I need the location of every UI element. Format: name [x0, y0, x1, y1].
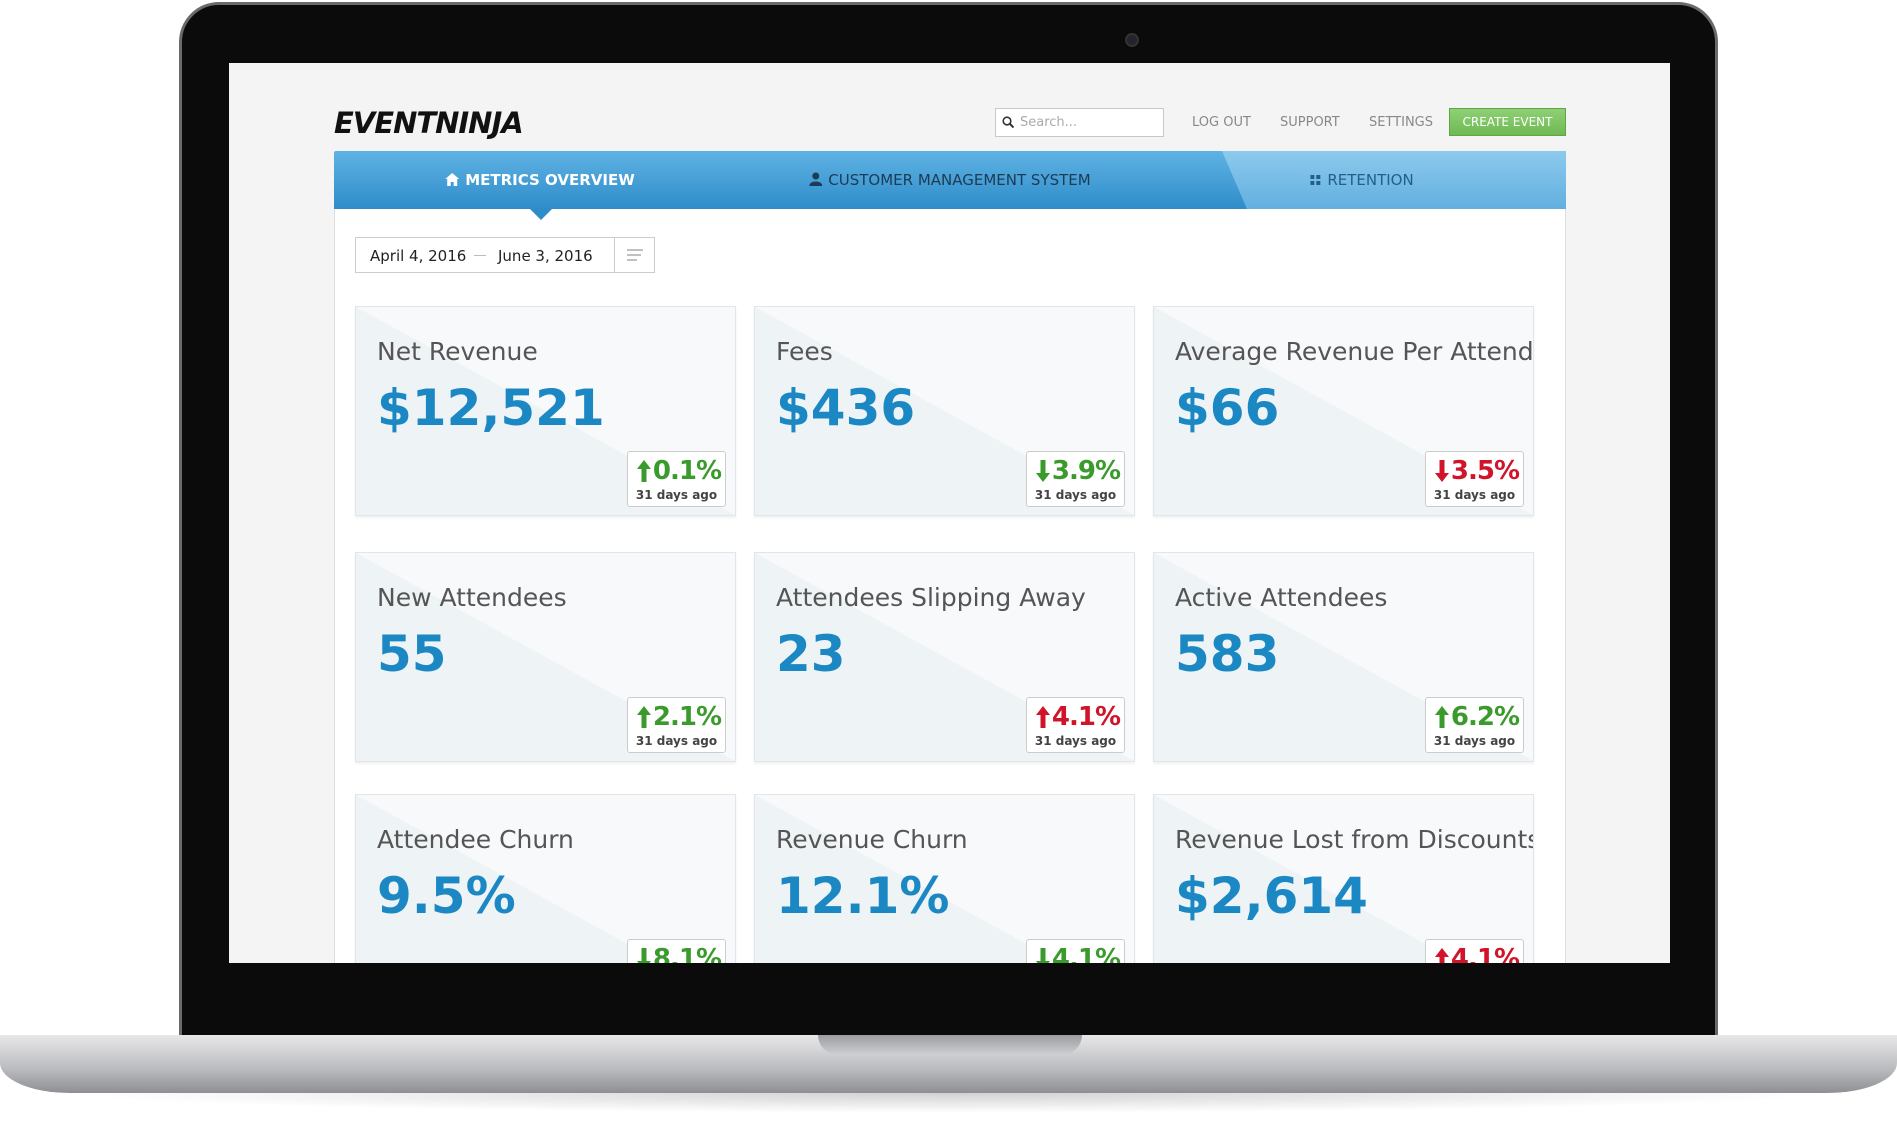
nav-link[interactable]: SUPPORT	[1280, 115, 1340, 130]
metric-title: New Attendees	[377, 583, 567, 612]
change-value: 4.1%	[1051, 702, 1121, 732]
metric-value: 23	[776, 625, 846, 683]
change-badge: 3.9% 31 days ago	[1026, 451, 1125, 507]
metric-title: Revenue Lost from Discounts	[1175, 825, 1534, 854]
change-value: 3.9%	[1051, 456, 1121, 486]
date-end: June 3, 2016	[498, 247, 593, 265]
change-badge: 2.1% 31 days ago	[627, 697, 726, 753]
nav-link[interactable]: SETTINGS	[1369, 115, 1434, 130]
metric-value: 55	[377, 625, 447, 683]
arrow-up	[1036, 706, 1050, 728]
metric-title: Revenue Churn	[776, 825, 968, 854]
change-note: 31 days ago	[1034, 734, 1117, 748]
change-value: 0.1%	[652, 456, 722, 486]
metric-value: $436	[776, 379, 916, 437]
change-value: 4.1%	[1450, 944, 1520, 963]
tab-bar: METRICS OVERVIEW CUSTOMER MANAGEMENT SYS…	[334, 151, 1566, 220]
date-separator	[474, 255, 486, 256]
shadow	[60, 1093, 1837, 1113]
metric-value: $66	[1175, 379, 1280, 437]
create-event-button[interactable]: CREATE EVENT	[1449, 108, 1566, 136]
camera	[1125, 33, 1139, 47]
metric-value: $12,521	[377, 379, 605, 437]
logo[interactable]: EVENTNINJA	[334, 106, 524, 140]
metric-card: Average Revenue Per Attendee $66 3.5% 31 da…	[1153, 306, 1534, 516]
metric-title: Active Attendees	[1175, 583, 1388, 612]
date-start: April 4, 2016	[370, 247, 467, 265]
change-badge: 6.2% 31 days ago	[1425, 697, 1524, 753]
change-value: 8.1%	[652, 944, 722, 963]
metric-card: Attendee Churn 9.5% 8.1%31 days ago	[355, 794, 736, 963]
change-badge: 3.5% 31 days ago	[1425, 451, 1524, 507]
arrow-up	[637, 460, 651, 482]
change-note: 31 days ago	[635, 488, 718, 502]
nav-link[interactable]: LOG OUT	[1192, 115, 1251, 130]
metric-card: Net Revenue $12,521 0.1% 31 days ago	[355, 306, 736, 516]
change-badge: 0.1% 31 days ago	[627, 451, 726, 507]
menu-icon	[627, 249, 643, 261]
metric-value: 12.1%	[776, 867, 950, 925]
search-box[interactable]: Search...	[995, 108, 1164, 137]
metric-title: Attendees Slipping Away	[776, 583, 1086, 612]
change-note: 31 days ago	[1433, 488, 1516, 502]
change-badge: 4.1% 31 days ago	[1026, 697, 1125, 753]
change-badge: 4.1%31 days ago	[1425, 939, 1524, 963]
tab[interactable]: METRICS OVERVIEW	[445, 151, 635, 209]
active-pointer	[529, 208, 553, 220]
tab[interactable]: CUSTOMER MANAGEMENT SYSTEM	[809, 151, 1091, 209]
tab-background	[1222, 151, 1566, 209]
metric-card: Fees $436 3.9% 31 days ago	[754, 306, 1135, 516]
metric-card: Revenue Lost from Discounts $2,614 4.1%31 …	[1153, 794, 1534, 963]
arrow-up	[1435, 706, 1449, 728]
user-icon	[809, 172, 823, 186]
change-badge: 8.1%31 days ago	[627, 939, 726, 963]
change-note: 31 days ago	[1034, 488, 1117, 502]
metric-title: Net Revenue	[377, 337, 538, 366]
arrow-down	[637, 948, 651, 963]
arrow-up	[1435, 948, 1449, 963]
change-badge: 4.1%31 days ago	[1026, 939, 1125, 963]
grid-icon	[1310, 175, 1321, 185]
metric-card: New Attendees 55 2.1% 31 days ago	[355, 552, 736, 762]
change-value: 4.1%	[1051, 944, 1121, 963]
arrow-down	[1036, 948, 1050, 963]
tab-label: METRICS OVERVIEW	[465, 171, 635, 189]
arrow-down	[1036, 460, 1050, 482]
metric-value: 9.5%	[377, 867, 516, 925]
date-menu[interactable]	[614, 238, 654, 272]
arrow-up	[637, 706, 651, 728]
metric-title: Attendee Churn	[377, 825, 574, 854]
home-icon	[445, 173, 460, 186]
metric-card: Active Attendees 583 6.2% 31 days ago	[1153, 552, 1534, 762]
date-range-picker[interactable]: April 4, 2016 June 3, 2016	[355, 237, 655, 273]
metric-card: Attendees Slipping Away 23 4.1% 31 days ago	[754, 552, 1135, 762]
change-value: 6.2%	[1450, 702, 1520, 732]
metric-title: Fees	[776, 337, 833, 366]
metric-value: $2,614	[1175, 867, 1368, 925]
screen: EVENTNINJA Search... LOG OUT SUPPORT SET…	[229, 63, 1670, 963]
metric-title: Average Revenue Per Attendee	[1175, 337, 1534, 366]
tab[interactable]: RETENTION	[1310, 151, 1414, 209]
tab-label: RETENTION	[1327, 171, 1414, 189]
search-placeholder: Search...	[1020, 115, 1078, 130]
change-note: 31 days ago	[1433, 734, 1516, 748]
search-icon	[1002, 116, 1014, 128]
change-value: 2.1%	[652, 702, 722, 732]
metric-value: 583	[1175, 625, 1280, 683]
metric-card: Revenue Churn 12.1% 4.1%31 days ago	[754, 794, 1135, 963]
notch	[818, 1035, 1082, 1055]
arrow-down	[1435, 460, 1449, 482]
change-note: 31 days ago	[635, 734, 718, 748]
change-value: 3.5%	[1450, 456, 1520, 486]
tab-label: CUSTOMER MANAGEMENT SYSTEM	[828, 171, 1091, 189]
